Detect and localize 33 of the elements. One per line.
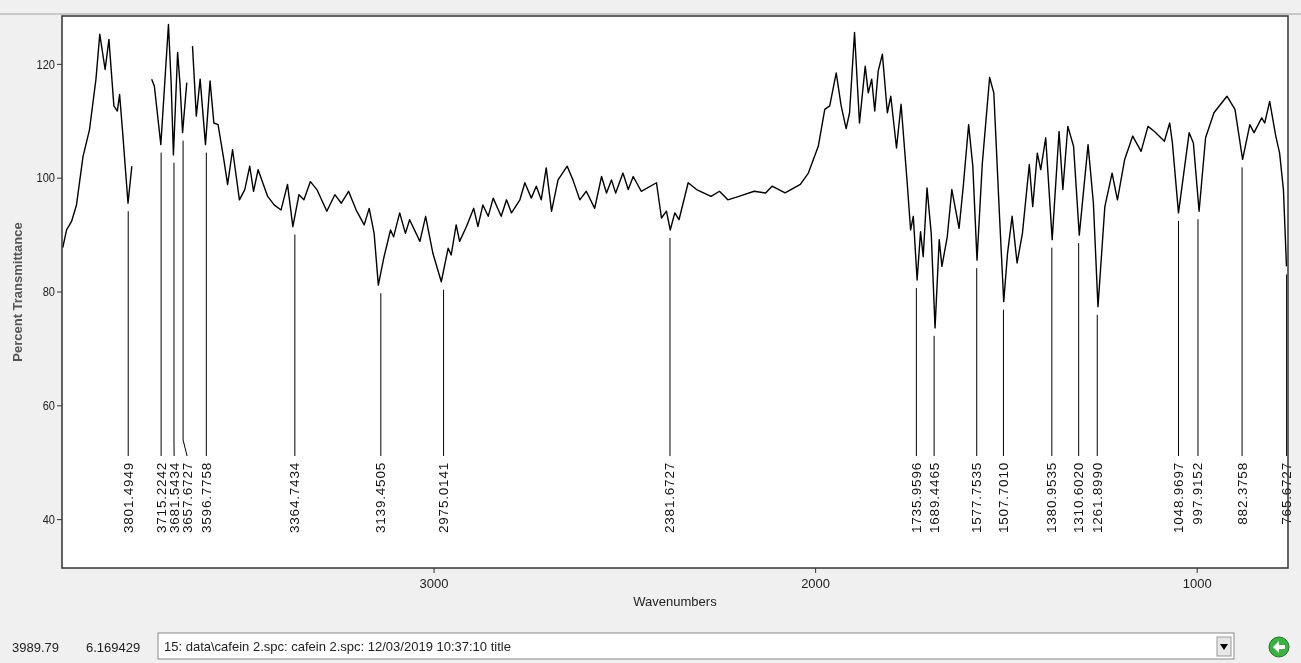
annotation: 1735.9596 bbox=[908, 462, 924, 534]
y-tick-label: 120 bbox=[36, 56, 56, 72]
x-tick-label: 3000 bbox=[419, 576, 449, 591]
annotation: 1261.8990 bbox=[1089, 462, 1105, 534]
y-axis-title: Percent Transmittance bbox=[10, 222, 25, 362]
annotation: 3801.4949 bbox=[120, 462, 136, 534]
annotation: 2381.6727 bbox=[662, 462, 678, 534]
y-tick-label: 60 bbox=[42, 398, 56, 414]
annotation: 3657.6727 bbox=[179, 462, 195, 534]
y-tick-label: 40 bbox=[42, 512, 56, 528]
annotation: 997.9152 bbox=[1190, 462, 1206, 525]
x-axis-title: Wavenumbers bbox=[633, 594, 718, 609]
text: 3989.79 bbox=[12, 640, 59, 655]
text: 6.169429 bbox=[86, 640, 141, 655]
text-field: 15: data\cafein 2.spc: cafein 2.spc: 12/03/2019 10:37:10 title bbox=[157, 632, 1235, 660]
y-tick-label: 100 bbox=[36, 170, 56, 186]
annotation: 2975.0141 bbox=[436, 462, 452, 534]
annotation: 1310.6020 bbox=[1071, 462, 1087, 534]
annotation: 3364.7434 bbox=[287, 462, 303, 534]
annotation: 1577.7535 bbox=[969, 462, 985, 534]
annotation: 1507.7010 bbox=[995, 462, 1011, 534]
annotation: 1048.9697 bbox=[1171, 462, 1186, 534]
x-tick-label: 1000 bbox=[1182, 576, 1212, 591]
annotation: 3139.4505 bbox=[373, 462, 389, 534]
annotation: 3681.5434 bbox=[166, 462, 182, 534]
x-tick-label: 2000 bbox=[801, 576, 831, 591]
annotation: 1689.4465 bbox=[926, 462, 942, 534]
annotation: 882.3758 bbox=[1234, 462, 1250, 525]
annotation: 1380.9535 bbox=[1044, 462, 1060, 534]
annotation: 3715.2242 bbox=[153, 462, 169, 534]
y-tick-label: 80 bbox=[42, 284, 56, 300]
annotation: 3596.7758 bbox=[198, 462, 214, 534]
annotation: 765.6727 bbox=[1279, 462, 1295, 525]
